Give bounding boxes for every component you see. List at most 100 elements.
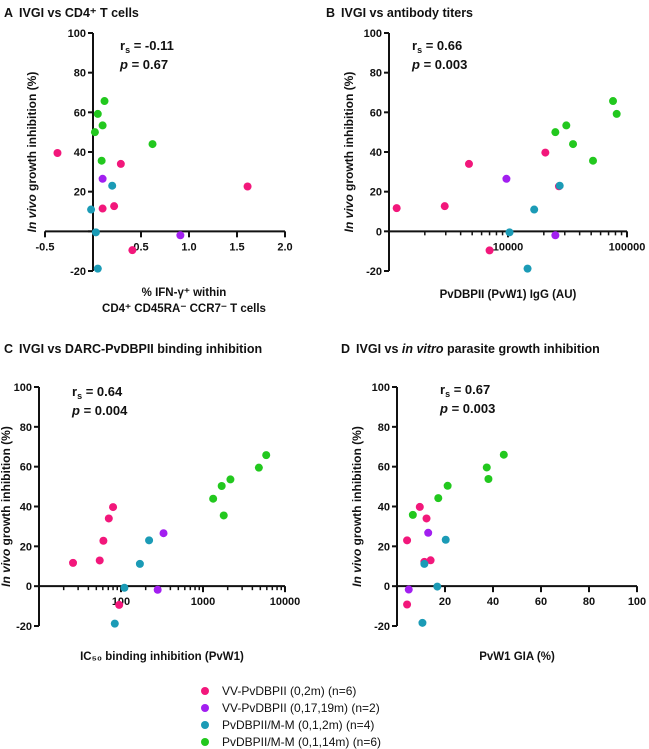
- y-tick-label: 60: [20, 462, 32, 474]
- data-point: [426, 556, 435, 565]
- data-point: [403, 600, 412, 609]
- data-point: [422, 514, 431, 523]
- data-point: [530, 205, 539, 214]
- legend-marker: [201, 738, 209, 746]
- data-point: [392, 204, 401, 213]
- data-point: [482, 463, 491, 472]
- series-vv-pvdbpii-0-17-19m-: [153, 529, 168, 594]
- y-tick-label: 40: [20, 502, 32, 514]
- data-point: [502, 174, 511, 183]
- data-point: [541, 148, 550, 157]
- x-tick-label: 40: [487, 596, 499, 608]
- data-point: [555, 181, 564, 190]
- x-axis-label: PvDBPII (PvW1) IgG (AU): [440, 289, 577, 301]
- panel-a: A IVGI vs CD4⁺ T cells -20 20 40 60 80 100 -0.5 0…: [4, 6, 293, 315]
- data-point: [420, 559, 429, 568]
- data-point: [148, 140, 157, 149]
- x-tick-label: 2.0: [277, 241, 292, 253]
- y-tick-label: -20: [374, 621, 390, 633]
- y-axis-label: In vivo growth inhibition (%): [342, 72, 356, 233]
- data-point: [128, 246, 137, 255]
- y-tick-label: 80: [20, 422, 32, 434]
- series-vv-pvdbpii-0-2m-: [53, 148, 252, 255]
- spearman-r: rs = 0.67: [440, 382, 490, 399]
- y-tick-label: 20: [74, 187, 86, 199]
- spearman-r: rs = 0.64: [72, 384, 123, 401]
- x-tick-label: -0.5: [36, 241, 55, 253]
- data-point: [408, 510, 417, 519]
- x-tick-label: 0.5: [133, 241, 148, 253]
- spearman-r: rs = 0.66: [412, 38, 462, 55]
- series-vv-pvdbpii-0-17-19m-: [404, 528, 433, 594]
- data-point: [441, 535, 450, 544]
- y-tick-label: 20: [20, 541, 32, 553]
- series-vv-pvdbpii-0-2m-: [69, 503, 124, 609]
- data-point: [53, 148, 62, 157]
- y-tick-label: 60: [378, 462, 390, 474]
- x-tick-label: 100000: [609, 241, 646, 253]
- data-point: [110, 619, 119, 628]
- legend-marker: [201, 704, 209, 712]
- data-point: [562, 121, 571, 130]
- data-point: [100, 97, 109, 106]
- legend-label: VV-PvDBPII (0,17,19m) (n=2): [222, 701, 380, 715]
- data-point: [115, 600, 124, 609]
- x-axis-label: IC₅₀ binding inhibition (PvW1): [80, 651, 244, 663]
- series-vv-pvdbpii-0-17-19m-: [98, 174, 185, 240]
- x-tick-label: 20: [439, 596, 451, 608]
- panel-title: A IVGI vs CD4⁺ T cells: [4, 6, 139, 20]
- data-point: [499, 450, 508, 459]
- series-pvdbpii-m-m-0-1-14m-: [408, 450, 508, 519]
- legend-label: PvDBPII/M-M (0,1,2m) (n=4): [222, 718, 374, 732]
- x-tick-label: 80: [583, 596, 595, 608]
- x-tick-label: 100: [628, 596, 646, 608]
- data-point: [135, 559, 144, 568]
- panel-letter: C: [4, 342, 13, 356]
- y-tick-label: 40: [370, 147, 382, 159]
- data-point: [97, 156, 106, 165]
- series-pvdbpii-m-m-0-1-14m-: [90, 97, 157, 165]
- panel-letter: A: [4, 6, 13, 20]
- p-value: p = 0.003: [411, 57, 467, 72]
- data-point: [95, 556, 104, 565]
- x-tick-label: 10000: [493, 241, 524, 253]
- data-point: [440, 202, 449, 211]
- y-tick-label: 20: [370, 187, 382, 199]
- data-point: [551, 231, 560, 240]
- data-point: [153, 585, 162, 594]
- series-pvdbpii-m-m-0-1-2m-: [418, 535, 450, 627]
- data-point: [262, 451, 271, 460]
- y-tick-label: 40: [378, 502, 390, 514]
- legend-label: PvDBPII/M-M (0,1,14m) (n=6): [222, 735, 381, 749]
- data-point: [403, 536, 412, 545]
- series-pvdbpii-m-m-0-1-2m-: [87, 181, 117, 273]
- panel-title: C IVGI vs DARC-PvDBPII binding inhibition: [4, 342, 262, 356]
- data-point: [99, 536, 108, 545]
- data-point: [424, 528, 433, 537]
- x-tick-label: 1.5: [229, 241, 244, 253]
- y-axis-label: In vivo growth inhibition (%): [350, 426, 364, 587]
- x-tick-label: 1.0: [181, 241, 196, 253]
- panel-letter: B: [326, 6, 335, 20]
- legend-item: PvDBPII/M-M (0,1,2m) (n=4): [201, 718, 374, 732]
- y-tick-label: -20: [16, 621, 32, 633]
- x-axis-label: PvW1 GIA (%): [479, 651, 555, 663]
- p-value: p = 0.003: [439, 401, 495, 416]
- y-tick-label: 100: [364, 28, 382, 40]
- data-point: [93, 109, 102, 118]
- y-tick-label: 100: [372, 382, 390, 394]
- data-point: [91, 228, 100, 237]
- data-point: [108, 181, 117, 190]
- legend: VV-PvDBPII (0,2m) (n=6) VV-PvDBPII (0,17,…: [201, 684, 381, 749]
- spearman-r: rs = -0.11: [120, 38, 174, 55]
- data-point: [120, 583, 129, 592]
- data-point: [109, 503, 118, 512]
- panel-title: B IVGI vs antibody titers: [326, 6, 473, 20]
- data-point: [226, 475, 235, 484]
- data-point: [104, 514, 113, 523]
- x-axis-label: % IFN-γ⁺ within: [142, 287, 227, 299]
- data-point: [69, 558, 78, 567]
- y-tick-label: 60: [74, 107, 86, 119]
- x-axis-label: CD4⁺ CD45RA⁻ CCR7⁻ T cells: [102, 303, 266, 315]
- y-tick-label: 80: [74, 68, 86, 80]
